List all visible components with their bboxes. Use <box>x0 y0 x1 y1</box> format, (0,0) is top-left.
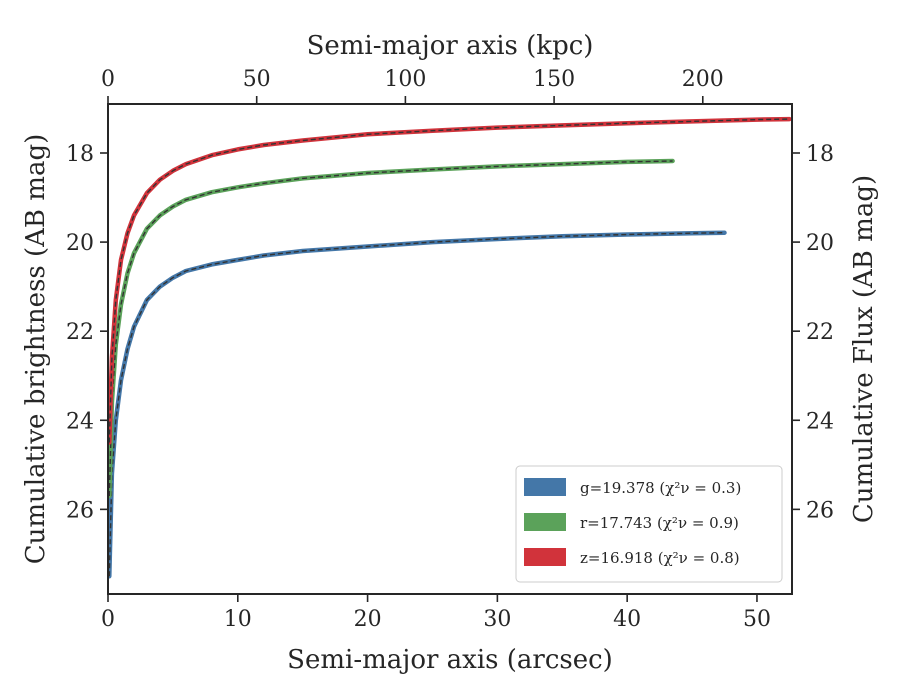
y-axis-ticks: 18 20 22 24 26 <box>66 142 108 523</box>
x-tick-label: 30 <box>483 607 511 632</box>
y2-tick-label: 22 <box>806 320 834 345</box>
y2-tick-label: 26 <box>806 498 834 523</box>
x-tick-label: 20 <box>354 607 382 632</box>
x-axis-label: Semi-major axis (arcsec) <box>287 645 613 675</box>
x2-axis-label: Semi-major axis (kpc) <box>307 31 594 61</box>
y2-axis-label: Cumulative Flux (AB mag) <box>849 175 879 523</box>
y2-tick-label: 24 <box>806 409 834 434</box>
y-tick-label: 22 <box>66 320 94 345</box>
plot-frame <box>107 103 793 595</box>
legend-box <box>515 465 783 583</box>
x2-tick-label: 150 <box>533 67 575 92</box>
x2-tick-label: 0 <box>101 67 115 92</box>
y2-tick-label: 18 <box>806 142 834 167</box>
legend-swatch-0 <box>524 478 566 496</box>
y-tick-label: 18 <box>66 142 94 167</box>
x-tick-label: 10 <box>224 607 252 632</box>
series-line-0 <box>107 230 727 579</box>
y-tick-label: 20 <box>66 231 94 256</box>
plot-lines <box>107 116 792 579</box>
legend-label-0: g=19.378 (χ²ν = 0.3) <box>580 479 741 497</box>
x-tick-label: 0 <box>101 607 115 632</box>
y-tick-label: 24 <box>66 409 94 434</box>
x-tick-label: 50 <box>743 607 771 632</box>
legend-swatch-2 <box>524 548 566 566</box>
series-model-line-1 <box>108 160 673 497</box>
y-tick-label: 26 <box>66 498 94 523</box>
y2-axis-ticks: 18 20 22 24 26 <box>792 142 834 523</box>
series-line-1 <box>107 158 675 499</box>
x-axis-ticks: 0 10 20 30 40 50 <box>101 594 771 632</box>
series-model-line-2 <box>108 118 790 443</box>
x2-axis-ticks: 0 50 100 150 200 <box>101 67 724 104</box>
legend-label-1: r=17.743 (χ²ν = 0.9) <box>580 514 739 532</box>
x2-tick-label: 200 <box>682 67 724 92</box>
y2-tick-label: 20 <box>806 231 834 256</box>
legend-label-2: z=16.918 (χ²ν = 0.8) <box>580 549 740 567</box>
x2-tick-label: 50 <box>243 67 271 92</box>
x2-tick-label: 100 <box>384 67 426 92</box>
x-tick-label: 40 <box>613 607 641 632</box>
legend-swatch-1 <box>524 513 566 531</box>
y-axis-label: Cumulative brightness (AB mag) <box>21 134 51 565</box>
axes <box>107 103 793 595</box>
legend: g=19.378 (χ²ν = 0.3) r=17.743 (χ²ν = 0.9)… <box>515 465 783 583</box>
